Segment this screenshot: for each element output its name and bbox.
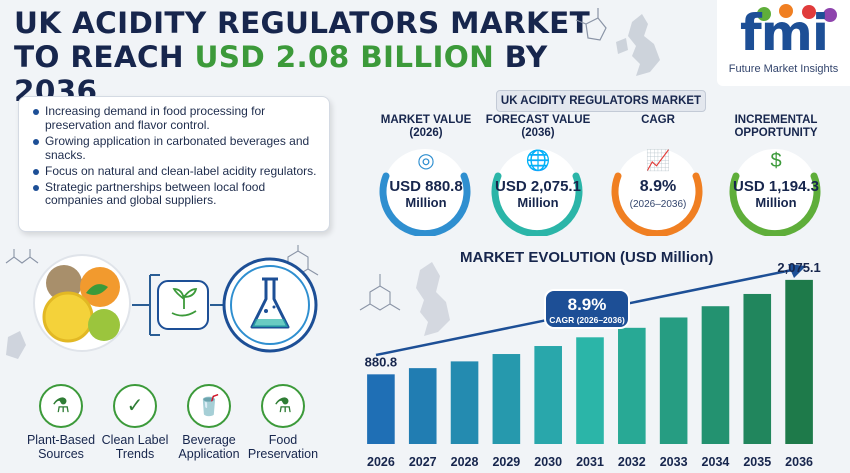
bar (743, 293, 772, 444)
feature-food-preservation: ⚗ Food Preservation (244, 384, 322, 461)
list-item: Increasing demand in food processing for… (33, 104, 319, 133)
x-tick-label: 2030 (534, 455, 562, 469)
bar (367, 374, 395, 444)
bar (534, 346, 562, 444)
molecule-icon (575, 8, 607, 41)
beaker-icon: ⚗ (261, 384, 305, 428)
market-evolution-chart: 8.9%CAGR (2026–2036) 2026 2027 2028 2029 203… (359, 260, 821, 469)
chart-decoration (359, 262, 450, 336)
bar (785, 279, 813, 444)
metric-value: USD 880.8 (389, 178, 463, 195)
x-tick-label: 2034 (702, 455, 730, 469)
lime-icon (88, 309, 120, 341)
bar (618, 327, 646, 444)
bar (701, 306, 730, 444)
x-tick-label: 2028 (451, 455, 479, 469)
lemon-icon (42, 291, 94, 343)
drivers-panel: Increasing demand in food processing for… (18, 96, 330, 232)
cagr-text: CAGR (2026–2036) (549, 315, 625, 325)
drivers-list: Increasing demand in food processing for… (33, 104, 319, 209)
metric-unit: Million (405, 195, 447, 210)
bar (576, 337, 604, 444)
metric-value: USD 1,194.3 (733, 178, 819, 195)
leaf-icon (86, 284, 108, 295)
title-line-1: UK ACIDITY REGULATORS MARKET (14, 6, 591, 40)
growth-chart-icon: 📈 (645, 150, 671, 172)
x-tick-label: 2027 (409, 455, 437, 469)
cagr-badge (544, 289, 630, 329)
chart-title: MARKET EVOLUTION (USD Million) (460, 249, 714, 266)
bar (492, 354, 521, 444)
logo-dot-orange (779, 4, 793, 18)
clipboard-check-icon: ✓ (113, 384, 157, 428)
drink-icon: 🥤 (187, 384, 231, 428)
plant-hand-icon (157, 280, 209, 330)
list-item: Focus on natural and clean-label acidity… (33, 164, 319, 179)
logo-dot-purple (823, 8, 837, 22)
metric-unit: Million (517, 195, 559, 210)
money-bag-icon: $ (770, 150, 782, 172)
x-tick-label: 2026 (367, 455, 395, 469)
x-tick-label: 2031 (576, 455, 604, 469)
metric-market-value: MARKET VALUE (2026) ◎ USD 880.8 Million (366, 114, 486, 236)
metric-value: 8.9% (639, 178, 677, 195)
logo-dot-green (757, 7, 771, 21)
bar (450, 361, 479, 444)
bar (408, 368, 437, 444)
x-tick-label: 2036 (785, 455, 813, 469)
metric-ring (379, 149, 471, 236)
cagr-value: 8.9% (568, 295, 607, 314)
metric-period: (2026–2036) (629, 199, 687, 210)
x-tick-label: 2033 (660, 455, 688, 469)
data-label-last: 2,075.1 (777, 260, 820, 275)
metric-forecast-value: FORECAST VALUE (2036) 🌐 USD 2,075.1 Milli… (478, 114, 598, 236)
title-highlight: USD 2.08 BILLION (194, 40, 495, 74)
metric-ring (491, 149, 583, 236)
logo-subtitle: Future Market Insights (728, 63, 839, 75)
metric-ring (611, 149, 703, 236)
fmi-logo: fmi Future Market Insights (717, 0, 850, 86)
metric-value: USD 2,075.1 (495, 178, 581, 195)
flask-leaf-icon: ⚗ (39, 384, 83, 428)
lab-flask-circle (222, 257, 318, 353)
molecule-icon (359, 274, 401, 311)
x-tick-label: 2035 (743, 455, 771, 469)
list-item: Strategic partnerships between local foo… (33, 180, 319, 209)
feature-beverage: 🥤 Beverage Application (170, 384, 248, 461)
uk-map-icon (416, 262, 450, 336)
metric-incremental-opportunity: INCREMENTAL OPPORTUNITY $ USD 1,194.3 Mil… (716, 114, 836, 236)
uk-map-decoration (575, 8, 660, 76)
metric-unit: Million (755, 195, 797, 210)
process-illustration (5, 245, 319, 359)
arrow-head (788, 264, 806, 278)
data-label-first: 880.8 (365, 354, 398, 369)
metric-cagr: CAGR 📈 8.9% (2026–2036) (598, 114, 718, 236)
coins-icon: ◎ (417, 150, 435, 172)
metric-ring (729, 149, 821, 236)
x-tick-label: 2029 (492, 455, 520, 469)
list-item: Growing application in carbonated bevera… (33, 134, 319, 163)
feature-clean-label: ✓ Clean Label Trends (96, 384, 174, 461)
globe-icon: 🌐 (525, 150, 551, 172)
section-label: UK ACIDITY REGULATORS MARKET (496, 90, 706, 112)
bar (659, 317, 688, 444)
feature-plant-based: ⚗ Plant-Based Sources (22, 384, 100, 461)
logo-dot-red (802, 5, 816, 19)
logo-mark: fmi (740, 4, 829, 62)
x-tick-label: 2032 (618, 455, 646, 469)
